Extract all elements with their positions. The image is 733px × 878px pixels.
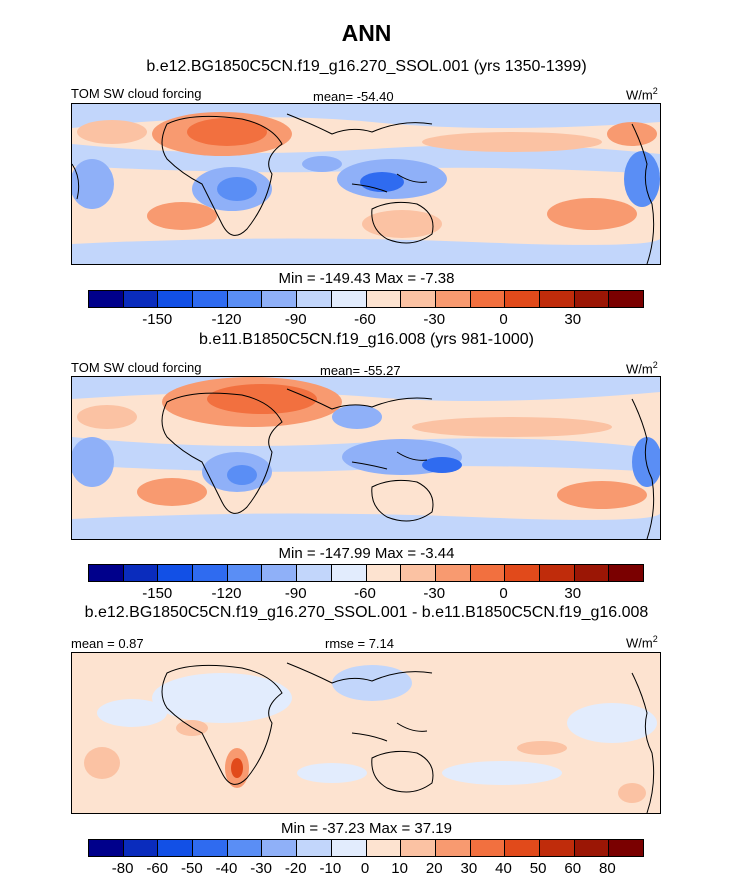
panel-2-min-max: Min = -147.99 Max = -3.44 xyxy=(278,545,455,562)
colorbar-tick-label: -120 xyxy=(211,585,242,602)
colorbar-cell xyxy=(262,840,298,856)
colorbar-tick-label: -120 xyxy=(211,311,242,328)
colorbar-cell xyxy=(435,565,471,581)
panel-3-colorbar xyxy=(88,839,644,857)
colorbar-cell xyxy=(505,565,540,581)
colorbar-cell xyxy=(574,291,610,307)
colorbar-cell xyxy=(539,291,575,307)
colorbar-tick-label: 30 xyxy=(564,311,582,328)
colorbar-cell xyxy=(609,565,643,581)
panel-3-rmse-label: rmse = 7.14 xyxy=(325,636,395,651)
colorbar-cell xyxy=(158,565,194,581)
colorbar-tick-label: -150 xyxy=(142,585,173,602)
colorbar-tick-label: -40 xyxy=(215,860,238,877)
colorbar-cell xyxy=(331,840,367,856)
colorbar-cell xyxy=(401,840,436,856)
colorbar-tick-label: -90 xyxy=(284,585,307,602)
panel-3-map xyxy=(71,652,661,814)
colorbar-cell xyxy=(435,840,471,856)
colorbar-cell xyxy=(227,565,263,581)
colorbar-tick-label: -30 xyxy=(423,311,446,328)
colorbar-tick-label: 20 xyxy=(425,860,443,877)
colorbar-tick-label: -90 xyxy=(284,311,307,328)
colorbar-cell xyxy=(123,291,159,307)
colorbar-tick-label: 0 xyxy=(499,585,508,602)
panel-1-map xyxy=(71,103,661,265)
panel-1-title: b.e12.BG1850C5CN.f19_g16.270_SSOL.001 (y… xyxy=(146,58,587,75)
colorbar-tick-label: -150 xyxy=(142,311,173,328)
colorbar-tick-label: -30 xyxy=(423,585,446,602)
colorbar-cell xyxy=(227,291,263,307)
colorbar-cell xyxy=(193,840,228,856)
colorbar-tick-label: -80 xyxy=(111,860,134,877)
colorbar-cell xyxy=(227,840,263,856)
colorbar-cell xyxy=(609,840,643,856)
colorbar-cell xyxy=(158,840,194,856)
panel-1-colorbar xyxy=(88,290,644,308)
panel-2-units: W/m2 xyxy=(626,360,658,377)
panel-2-title: b.e11.B1850C5CN.f19_g16.008 (yrs 981-100… xyxy=(198,331,535,348)
colorbar-tick-label: 30 xyxy=(564,585,582,602)
colorbar-cell xyxy=(297,840,332,856)
colorbar-cell xyxy=(262,291,298,307)
colorbar-cell xyxy=(89,840,124,856)
panel-2-mean-label: mean= -55.27 xyxy=(320,363,401,378)
colorbar-tick-label: -50 xyxy=(181,860,203,877)
colorbar-cell xyxy=(89,291,124,307)
colorbar-tick-label: 0 xyxy=(360,860,370,877)
panel-3-min-max: Min = -37.23 Max = 37.19 xyxy=(281,820,452,837)
colorbar-cell xyxy=(435,291,471,307)
colorbar-cell xyxy=(366,291,402,307)
colorbar-cell xyxy=(123,565,159,581)
colorbar-cell xyxy=(262,565,298,581)
panel-1-mean-label: mean= -54.40 xyxy=(313,89,394,104)
colorbar-cell xyxy=(401,565,436,581)
colorbar-tick-label: -60 xyxy=(354,311,376,328)
colorbar-cell xyxy=(89,565,124,581)
panel-3-title: b.e12.BG1850C5CN.f19_g16.270_SSOL.001 - … xyxy=(84,604,649,621)
colorbar-tick-label: 10 xyxy=(391,860,408,877)
colorbar-cell xyxy=(574,840,610,856)
panel-1-units: W/m2 xyxy=(626,86,658,103)
colorbar-cell xyxy=(297,291,332,307)
colorbar-tick-label: -30 xyxy=(250,860,272,877)
colorbar-tick-label: -60 xyxy=(354,585,376,602)
colorbar-tick-label: 50 xyxy=(529,860,547,877)
colorbar-tick-label: -60 xyxy=(146,860,169,877)
panel-1-min-max: Min = -149.43 Max = -7.38 xyxy=(278,270,455,287)
colorbar-tick-label: 60 xyxy=(564,860,582,877)
colorbar-cell xyxy=(505,291,540,307)
colorbar-tick-label: -10 xyxy=(319,860,342,877)
panel-2-colorbar xyxy=(88,564,644,582)
panel-2-map xyxy=(71,376,661,540)
colorbar-tick-label: 80 xyxy=(599,860,616,877)
colorbar-cell xyxy=(401,291,436,307)
colorbar-cell xyxy=(366,840,402,856)
panel-3-mean-label: mean = 0.87 xyxy=(71,636,144,651)
colorbar-cell xyxy=(193,291,228,307)
colorbar-cell xyxy=(297,565,332,581)
colorbar-cell xyxy=(505,840,540,856)
colorbar-cell xyxy=(158,291,194,307)
colorbar-cell xyxy=(609,291,643,307)
colorbar-cell xyxy=(539,840,575,856)
colorbar-tick-label: 30 xyxy=(460,860,478,877)
colorbar-tick-label: 0 xyxy=(499,311,508,328)
colorbar-cell xyxy=(366,565,402,581)
colorbar-cell xyxy=(331,291,367,307)
colorbar-cell xyxy=(539,565,575,581)
panel-3-units: W/m2 xyxy=(626,634,658,651)
panel-2-left-label: TOM SW cloud forcing xyxy=(71,360,202,375)
figure-title: ANN xyxy=(341,20,392,46)
colorbar-cell xyxy=(470,565,506,581)
colorbar-tick-label: -20 xyxy=(284,860,307,877)
colorbar-cell xyxy=(193,565,228,581)
colorbar-cell xyxy=(123,840,159,856)
colorbar-tick-label: 40 xyxy=(495,860,512,877)
colorbar-cell xyxy=(470,840,506,856)
colorbar-cell xyxy=(574,565,610,581)
panel-1-left-label: TOM SW cloud forcing xyxy=(71,86,202,101)
colorbar-cell xyxy=(331,565,367,581)
colorbar-cell xyxy=(470,291,506,307)
